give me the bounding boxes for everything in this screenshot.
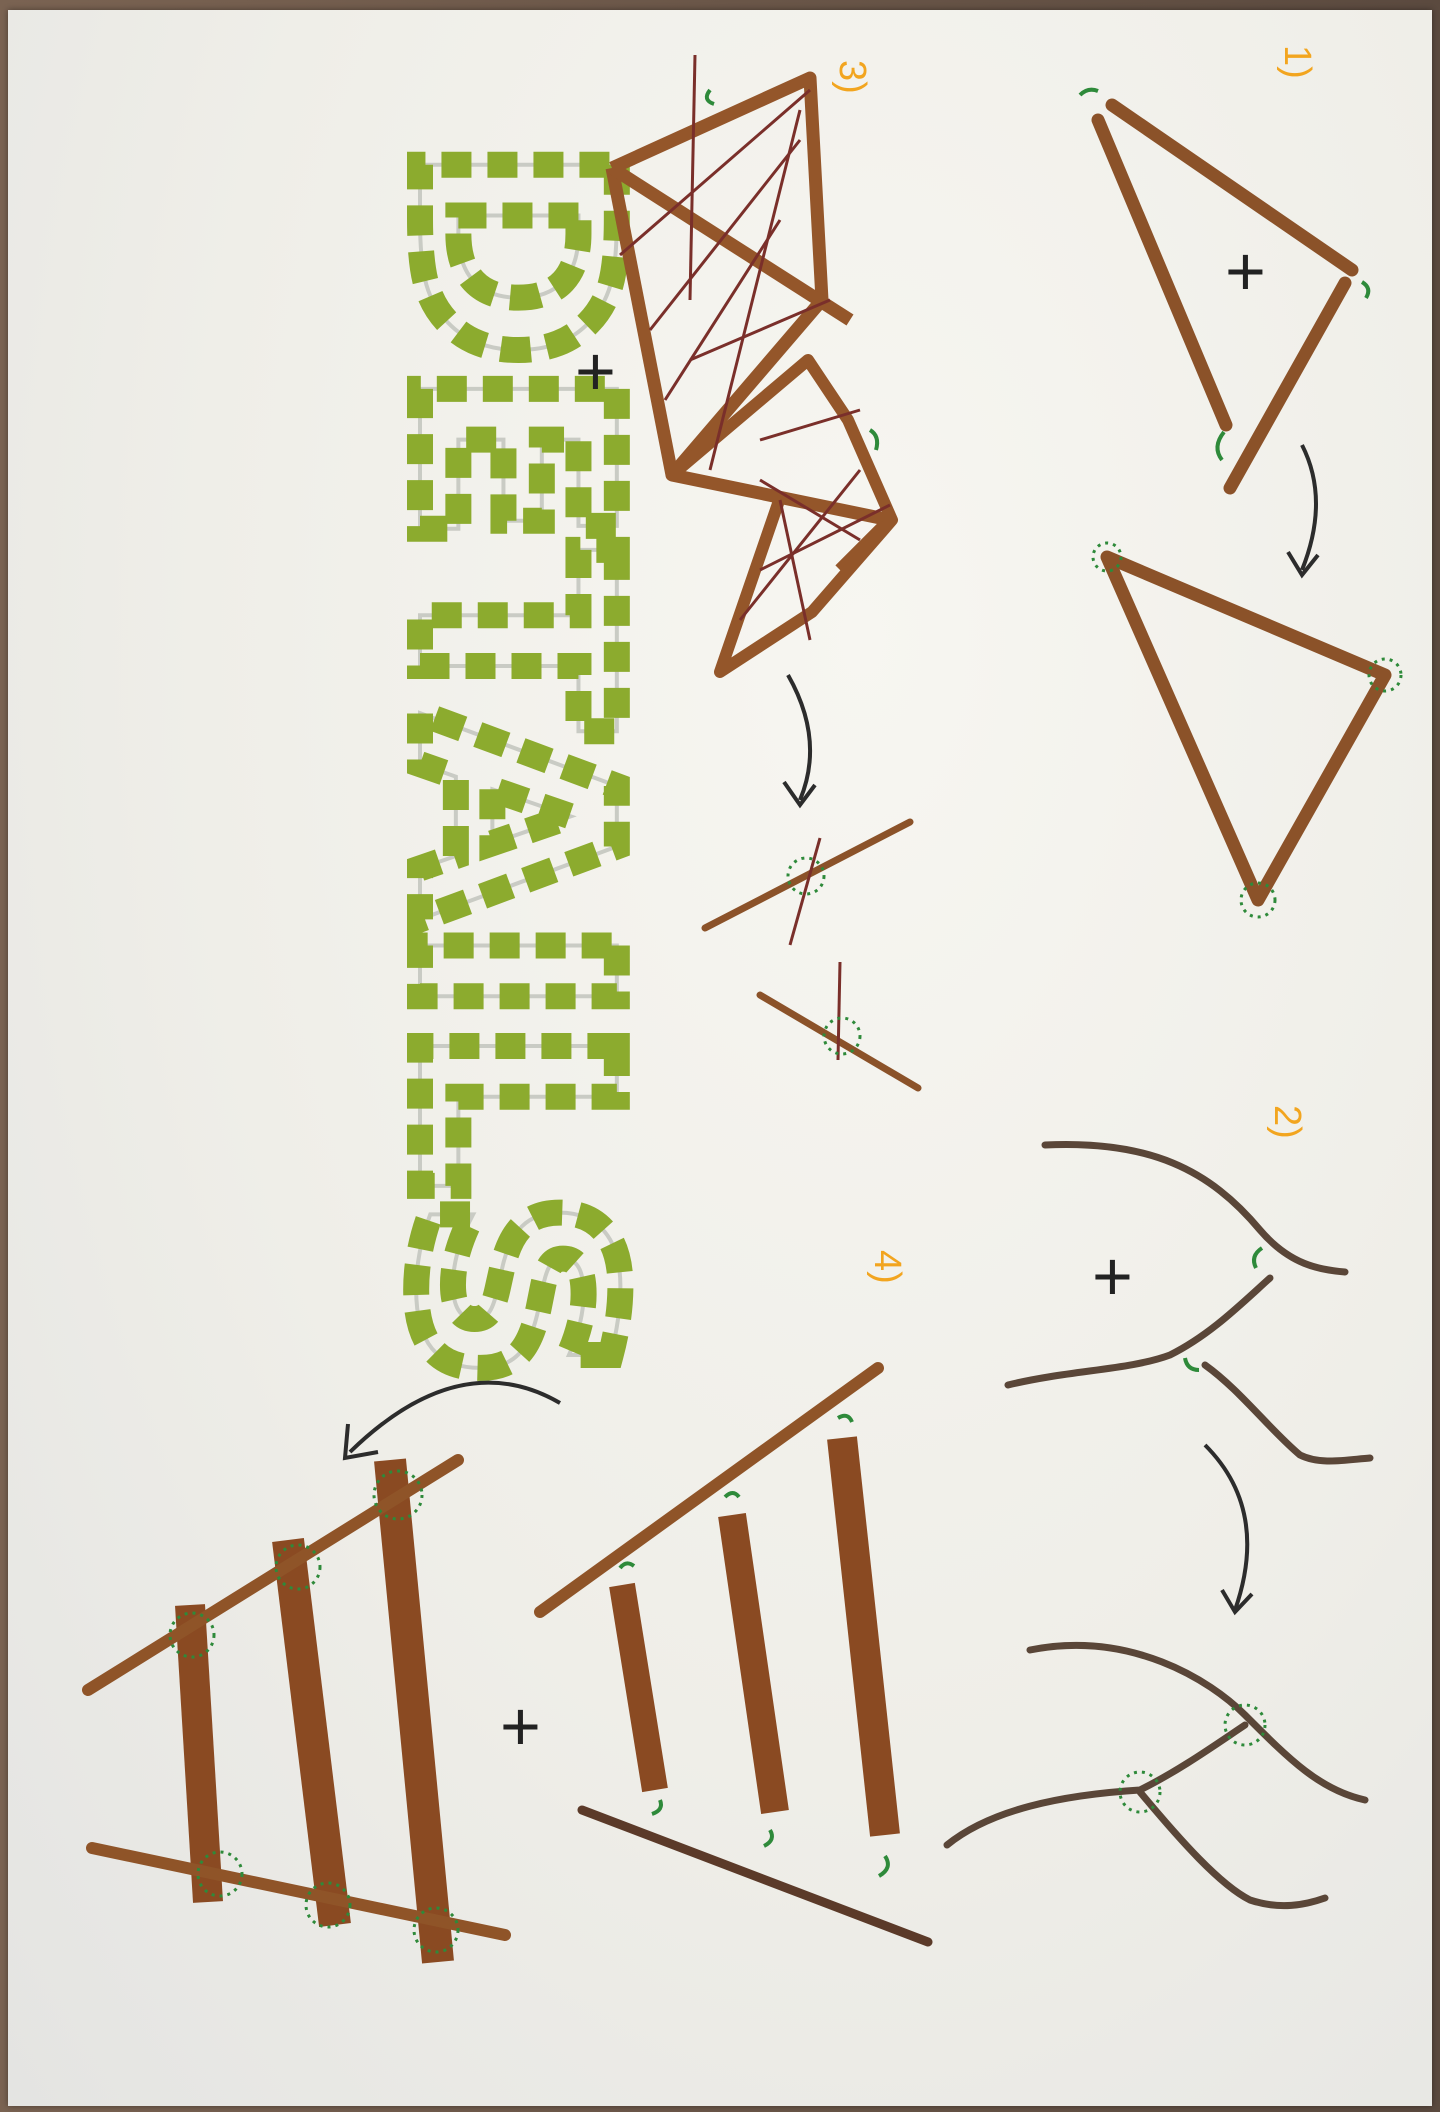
joint-dotted-circle [1091,541,1123,573]
step-1-number: 1) [1276,45,1318,79]
joint-dotted-circle [822,1016,862,1056]
title-guide-outline: DETAILS [356,140,671,1388]
ladder-rung-3 [374,1458,454,1964]
joint-dotted-circle [1118,1770,1162,1814]
step-2-arrowhead [1220,1588,1254,1616]
joint-mark [1252,1246,1264,1269]
title-text: DETAILS [356,140,671,1388]
step-1-assembled-triangle [1100,550,1392,907]
joint-mark [1360,280,1371,300]
step-3-detail-stick-a [701,818,914,932]
step-3-group: 3) + [575,54,922,1092]
joint-mark [1215,430,1226,462]
joint-mark [1078,87,1099,97]
joint-mark [868,428,880,451]
step-2-assembled-lower [1136,1788,1329,1910]
joint-mark [1183,1357,1200,1372]
step-4-joint-marks [618,1413,890,1878]
step-1-stick-b [1105,98,1359,277]
step-3-frame-left [605,166,679,477]
step-3-frame-lower [668,354,898,678]
step-3-arrowhead [782,780,817,809]
ladder-rung-2 [272,1538,351,1927]
step-4-plus: + [500,1687,541,1765]
step-1-stick-c [1223,276,1352,495]
step-2-branch-middle [1004,1274,1274,1389]
joint-dotted-circle [1239,881,1277,919]
step-4-top-rail [534,1362,884,1618]
step-4-group: 4) + [82,1250,933,1964]
step-1-stick-a [1091,113,1233,432]
step-3-plus: + [575,332,616,410]
step-2-number: 2) [1266,1105,1308,1139]
title-group: DETAILS DETAILS [343,127,684,1401]
step-2-branch-top [1041,1140,1349,1276]
step-2-arrow [1203,1443,1250,1611]
ladder-bottom-rail [86,1842,511,1941]
step-2-group: 2) + [943,1105,1374,1910]
ladder-rung-1 [175,1604,223,1903]
step-4-arrow [348,1380,562,1454]
step-1-arrow [1300,444,1318,571]
step-4-rung-3 [827,1436,900,1837]
step-3-frame-diagonal [608,162,854,326]
step-1-group: 1) + [1078,45,1403,919]
ladder-joint-circles [168,1469,460,1954]
joint-dotted-circle [786,856,826,896]
step-4-bottom-rail [577,1805,933,1947]
step-4-rung-1 [609,1582,668,1793]
step-2-assembled-middle [943,1721,1249,1849]
step-4-arrowhead [342,1423,379,1461]
step-3-detail-thread-b [836,961,842,1061]
ladder-top-rail [82,1454,464,1696]
step-1-plus: + [1225,232,1266,310]
step-2-assembled-top [1026,1642,1369,1804]
step-2-plus: + [1092,1237,1133,1315]
step-2-branch-lower [1201,1361,1374,1465]
step-4-rung-2 [718,1512,789,1815]
step-3-detail-thread-a [788,837,822,946]
step-4-number: 4) [866,1250,908,1284]
step-3-arrow [786,674,813,801]
step-1-arrowhead [1286,550,1320,579]
joint-mark [704,88,715,106]
joint-dotted-circle [1367,657,1403,693]
joint-dotted-circle [1223,1703,1267,1747]
step-3-number: 3) [831,60,873,94]
step-3-bracing [619,54,891,641]
